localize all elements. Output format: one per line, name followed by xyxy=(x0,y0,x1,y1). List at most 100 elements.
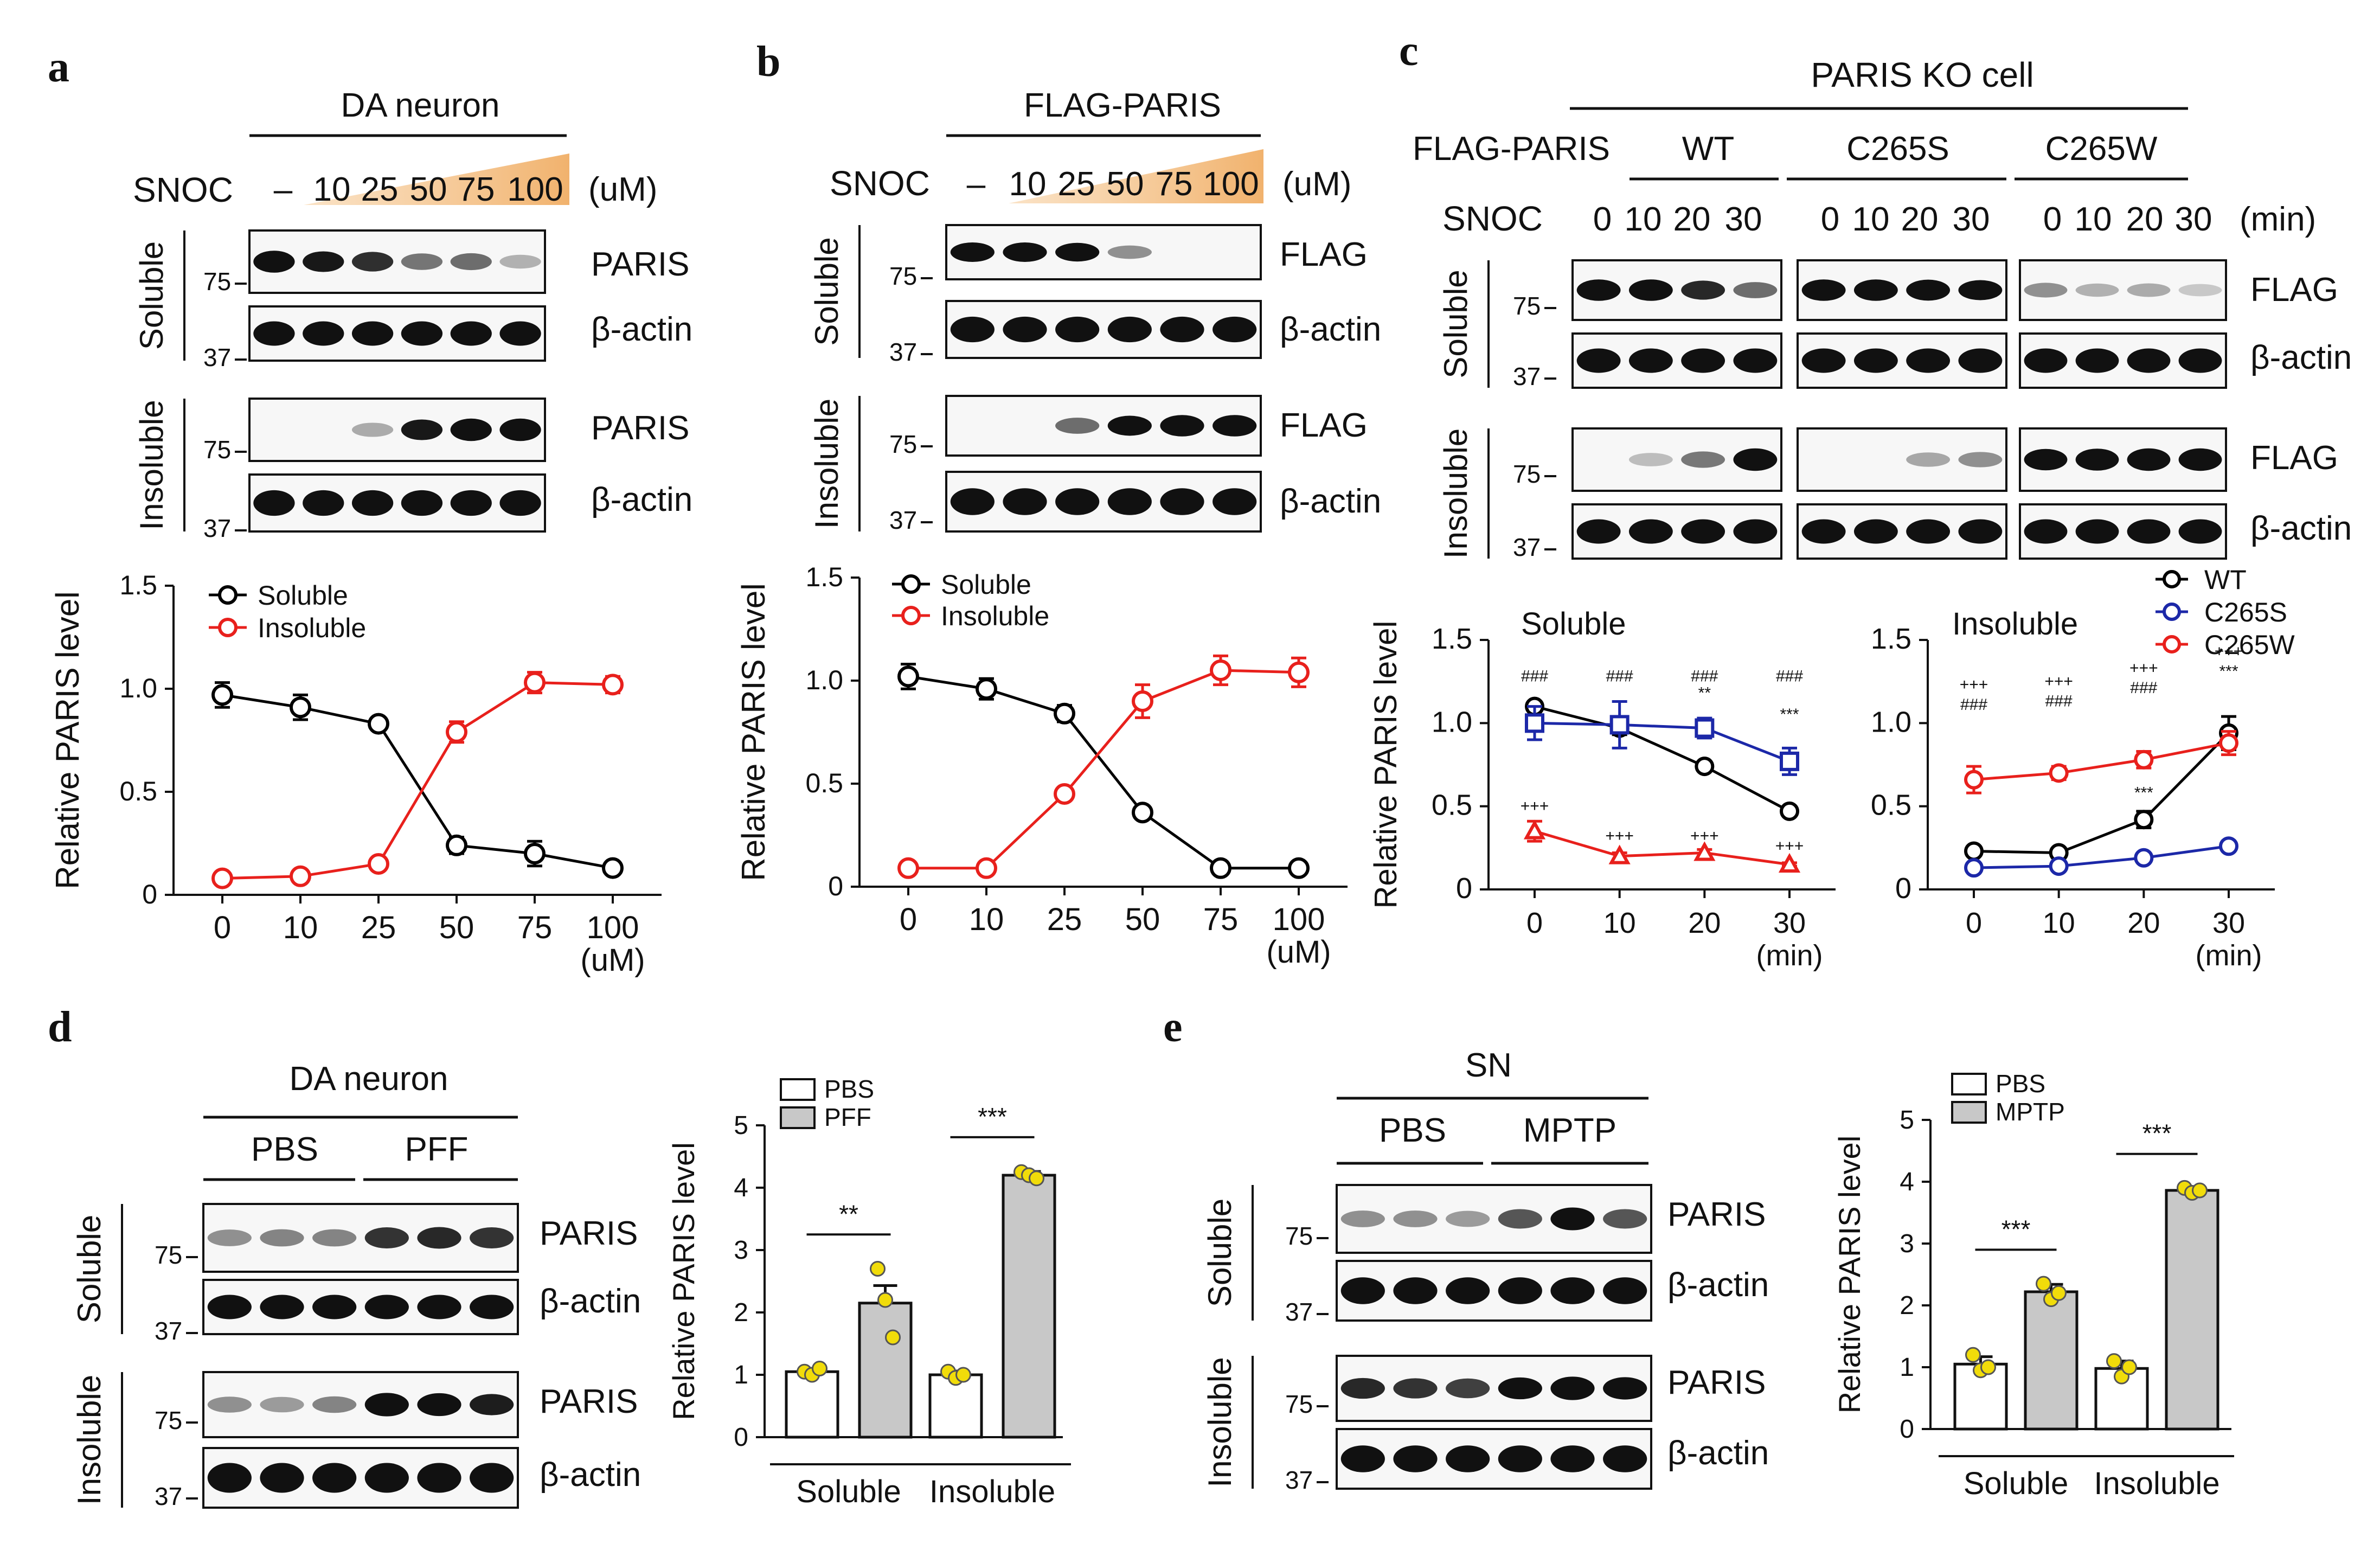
blot-e-soluble-actin-frame xyxy=(1336,1260,1652,1322)
blot-b-soluble-actin-band xyxy=(1107,316,1152,343)
chart-a: 0 0.5 1.0 1.5 0 10 25 50 75 100(uM) Relative PARIS… xyxy=(49,570,662,978)
blot-label: β-actin xyxy=(2250,510,2352,547)
panel-e-title: SN xyxy=(1465,1047,1512,1084)
blot-e-insoluble-actin-band xyxy=(1603,1445,1647,1472)
blot-b-insoluble-flag-band xyxy=(1107,415,1152,436)
data-point xyxy=(1132,802,1153,824)
sig-mark: +++ xyxy=(1690,827,1719,845)
x-unit-label: (uM) xyxy=(580,943,645,978)
sig-mark: +++ xyxy=(1775,837,1804,855)
x-tick-label: 0 xyxy=(214,910,231,945)
series-C265W xyxy=(1964,730,2238,795)
blot-b-soluble-actin-frame xyxy=(945,300,1262,359)
blot-c-soluble-flag-C265S-band xyxy=(1906,279,1951,301)
x-unit-label: (min) xyxy=(2196,939,2262,972)
fraction-label-Soluble: Soluble xyxy=(809,237,845,345)
data-point xyxy=(2049,763,2069,783)
blot-a-insoluble-paris-band xyxy=(450,418,492,441)
data-point xyxy=(1054,702,1075,725)
blot-e-soluble-paris-band xyxy=(1340,1210,1385,1227)
legend-label-C265W: C265W xyxy=(2204,630,2295,660)
legend-item-Insoluble: Insoluble xyxy=(892,601,1049,631)
blot-c-soluble-flag-C265W-frame xyxy=(2019,259,2227,321)
legend-swatch-PBS xyxy=(780,1078,816,1101)
blot-a-insoluble-paris-band xyxy=(351,422,394,437)
blot-e-insoluble-actin-band xyxy=(1550,1445,1595,1472)
data-point xyxy=(2134,749,2154,770)
lane-label: 50 xyxy=(1107,165,1144,203)
blot-b-soluble-actin-band xyxy=(1160,316,1204,343)
data-point xyxy=(1132,690,1153,712)
blot-d-insoluble-paris-band xyxy=(260,1396,304,1413)
blot-d-soluble-paris-band xyxy=(470,1227,514,1248)
blot-d-soluble-paris-band xyxy=(417,1227,461,1249)
blot-c-insoluble-actin-WT xyxy=(1571,503,1782,560)
data-point xyxy=(2134,810,2154,830)
panel-a-title: DA neuron xyxy=(341,87,500,124)
y-tick-label: 4 xyxy=(734,1174,748,1202)
blot-c-insoluble-actin-C265S-band xyxy=(1853,519,1898,544)
legend-marker xyxy=(2163,635,2181,654)
data-point xyxy=(1288,661,1310,683)
blot-c-soluble-actin-C265S-band xyxy=(1906,348,1951,373)
legend-swatch-PFF xyxy=(780,1106,816,1129)
blot-c-soluble-actin-C265W-band xyxy=(2127,348,2171,373)
chart-e: 0 1 2 3 4 5 Relative PARIS level *** Soluble *** I… xyxy=(1832,1069,2234,1501)
y-tick-label: 0 xyxy=(142,879,157,909)
data-point xyxy=(1964,770,1984,790)
y-tick-label: 1.0 xyxy=(119,673,157,703)
y-tick-label: 1.5 xyxy=(1871,623,1911,655)
blot-label: PARIS xyxy=(540,1215,638,1252)
blot-c-soluble-flag-WT xyxy=(1571,259,1782,321)
legend-item-Insoluble: Insoluble xyxy=(209,613,366,643)
blot-a-soluble-actin-band xyxy=(450,321,492,346)
group-label-wt: WT xyxy=(1682,130,1734,168)
blot-e-insoluble-paris-band xyxy=(1393,1378,1438,1399)
data-point xyxy=(1210,659,1231,681)
blot-e-soluble-paris-band xyxy=(1498,1209,1542,1229)
series-Insoluble xyxy=(211,671,624,889)
sig-mark: +++ xyxy=(1960,676,1988,694)
blot-c-insoluble-flag-WT-band xyxy=(1733,448,1778,471)
lane-label: 0 xyxy=(1821,201,1839,238)
data-point xyxy=(524,671,546,694)
blot-a-soluble-actin xyxy=(248,305,546,362)
sig-mark: ### xyxy=(1606,668,1633,685)
blot-d-soluble-actin-band xyxy=(364,1295,409,1319)
legend-label: Soluble xyxy=(941,569,1031,600)
blot-a-insoluble-actin-band xyxy=(351,490,394,516)
blot-d-soluble-paris-band xyxy=(260,1229,304,1247)
blot-d-soluble-actin-band xyxy=(207,1295,252,1319)
blot-d-insoluble-paris xyxy=(202,1371,519,1438)
blot-d-insoluble-actin-band xyxy=(260,1463,304,1493)
y-tick-label: 0.5 xyxy=(1432,789,1472,822)
blot-d-insoluble-paris-band xyxy=(470,1394,514,1415)
blot-b-insoluble-actin-frame xyxy=(945,471,1262,533)
x-tick-label: 0 xyxy=(1526,907,1543,939)
blot-e-insoluble-actin-frame xyxy=(1336,1428,1652,1490)
legend-label: Soluble xyxy=(258,580,348,611)
y-tick-label: 1 xyxy=(734,1361,748,1389)
sig-mark: +++ xyxy=(1605,827,1634,845)
x-tick-label: 100 xyxy=(587,910,639,945)
blot-label: β-actin xyxy=(591,481,692,518)
blot-d-insoluble-actin-band xyxy=(207,1463,252,1493)
blot-a-insoluble-paris-band xyxy=(401,419,443,440)
blot-d-soluble-actin-band xyxy=(470,1295,514,1319)
blot-c-insoluble-actin-C265W-band xyxy=(2127,519,2171,544)
blot-e-soluble-actin-band xyxy=(1340,1277,1385,1304)
data-point xyxy=(524,843,546,864)
chart-title: Insoluble xyxy=(1952,606,2078,642)
bar-Insoluble-PFF xyxy=(1002,1174,1056,1439)
blot-d-soluble-paris-band xyxy=(207,1229,252,1246)
blot-c-insoluble-flag-C265W-band xyxy=(2127,448,2171,471)
legend-label: PBS xyxy=(824,1075,874,1103)
blot-b-insoluble-actin-band xyxy=(1107,488,1152,515)
x-tick-label: 10 xyxy=(969,902,1004,937)
legend-label: PFF xyxy=(824,1103,871,1131)
sig-mark: *** xyxy=(2219,662,2238,680)
mw-marker: 75 xyxy=(203,435,231,464)
lane-label: 50 xyxy=(410,171,447,208)
data-point xyxy=(1780,751,1799,771)
